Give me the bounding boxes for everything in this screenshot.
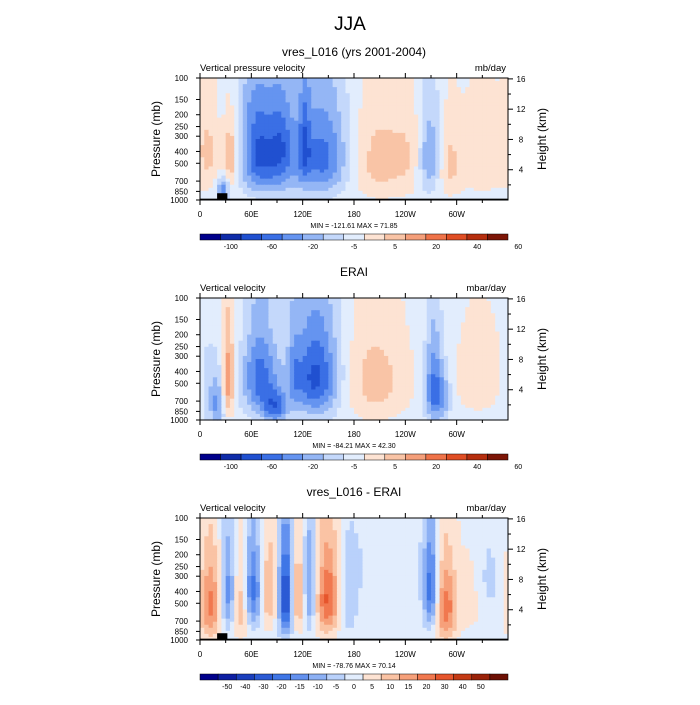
x-tick-label: 120E [293, 210, 312, 219]
panel-title: ERAI [340, 265, 368, 279]
colorbar-swatch [303, 234, 324, 240]
colorbar-tick-label: 5 [393, 244, 397, 251]
panel-units-label: mbar/day [466, 283, 506, 294]
panels: vres_L016 (yrs 2001-2004) Vertical pressu… [149, 45, 549, 691]
colorbar-tick-label: -20 [308, 244, 318, 251]
y-tick-label: 100 [175, 74, 189, 83]
colorbar-swatch [487, 234, 508, 240]
x-tick-label: 0 [198, 210, 203, 219]
colorbar-swatch [262, 234, 283, 240]
colorbar-swatch [200, 234, 221, 240]
y2-axis-label: Height (km) [535, 108, 549, 170]
colorbar-swatch [426, 234, 447, 240]
colorbar-swatch [364, 234, 385, 240]
colorbar-swatch [446, 234, 467, 240]
panel-units-label: mb/day [475, 63, 506, 74]
y-tick-label: 500 [175, 159, 189, 168]
y-tick-label: 150 [175, 95, 189, 104]
y-tick-label: 250 [175, 123, 189, 132]
colorbar-swatch [241, 234, 262, 240]
colorbar: -100 -60 -20 -5 5 20 40 60 [200, 234, 522, 251]
panel-left-label: Vertical pressure velocity [200, 63, 305, 74]
y2-tick-label: 12 [517, 105, 526, 114]
stats-label: MIN = -121.61 MAX = 71.85 [310, 223, 397, 230]
colorbar-tick-label: -5 [351, 244, 357, 251]
y-tick-label: 700 [175, 177, 189, 186]
colorbar-swatch [323, 234, 344, 240]
y-tick-label: 1000 [170, 196, 188, 205]
x-tick-label: 60E [244, 210, 258, 219]
colorbar-tick-label: -60 [267, 244, 277, 251]
panel-1: vres_L016 (yrs 2001-2004) Vertical pressu… [149, 45, 549, 251]
colorbar-tick-label: -100 [224, 244, 238, 251]
colorbar-swatch [344, 234, 365, 240]
y2-tick-label: 16 [517, 75, 526, 84]
colorbar-swatch [385, 234, 406, 240]
panel-title: vres_L016 (yrs 2001-2004) [282, 45, 426, 59]
x-tick-label: 180 [347, 210, 361, 219]
figure-title: JJA [334, 14, 366, 35]
panel-left-label: Vertical velocity [200, 283, 266, 294]
colorbar-swatch [282, 234, 303, 240]
y-axis-label: Pressure (mb) [149, 101, 163, 177]
contour-field [200, 298, 509, 421]
y-tick-label: 200 [175, 111, 189, 120]
contour-field [200, 78, 509, 201]
colorbar-tick-label: 60 [514, 244, 522, 251]
x-tick-label: 120W [395, 210, 416, 219]
y2-tick-label: 8 [519, 135, 524, 144]
colorbar-swatch [405, 234, 426, 240]
y-tick-label: 400 [175, 147, 189, 156]
colorbar-swatch [221, 234, 242, 240]
x-tick-label: 60W [448, 210, 465, 219]
y2-tick-label: 4 [519, 166, 524, 175]
colorbar-swatch [467, 234, 488, 240]
y-tick-label: 300 [175, 132, 189, 141]
colorbar-tick-label: 40 [473, 244, 481, 251]
colorbar-tick-label: 20 [432, 244, 440, 251]
